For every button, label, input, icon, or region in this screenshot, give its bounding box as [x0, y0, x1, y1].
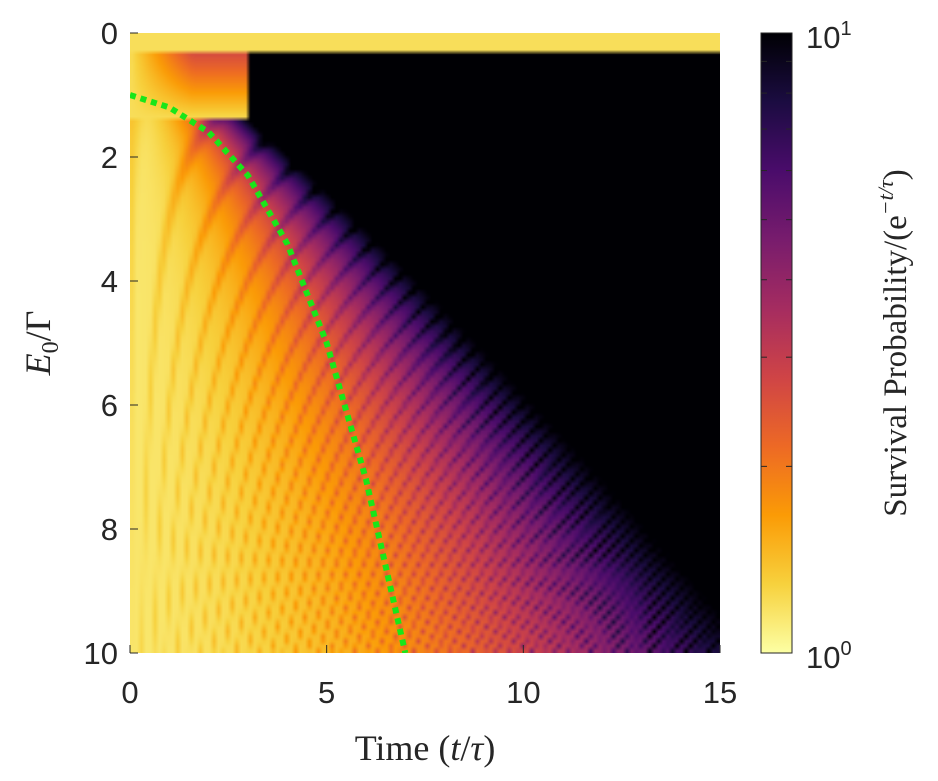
y-axis: 0 2 4 6 8 10	[84, 16, 138, 671]
x-tick-label: 5	[318, 675, 335, 710]
colorbar-tick-label-top: 101	[806, 18, 852, 55]
colorbar: 101 100 Survival Probability/(e−t/τ)	[760, 18, 914, 675]
y-tick-label: 8	[101, 512, 118, 547]
colorbar-tick-label-bottom: 100	[806, 638, 852, 675]
plot-area	[130, 33, 720, 653]
y-tick-label: 0	[101, 16, 118, 51]
curve	[130, 92, 409, 653]
curve-layer	[130, 92, 409, 653]
colorbar-ticks	[761, 60, 792, 467]
y-tick-label: 2	[101, 140, 118, 175]
colorbar-bar	[760, 32, 793, 654]
y-tick-label: 10	[84, 636, 118, 671]
y-tick-label: 4	[101, 264, 118, 299]
heatmap	[130, 33, 720, 653]
y-tick-label: 6	[101, 388, 118, 423]
y-axis-label: E0/Γ	[18, 311, 64, 377]
x-axis-label: Time (t/τ)	[355, 728, 496, 768]
x-tick-label: 0	[121, 675, 138, 710]
x-axis: 0 5 10 15	[121, 645, 737, 710]
colorbar-label: Survival Probability/(e−t/τ)	[873, 169, 914, 517]
x-tick-label: 15	[703, 675, 737, 710]
x-tick-label: 10	[506, 675, 540, 710]
